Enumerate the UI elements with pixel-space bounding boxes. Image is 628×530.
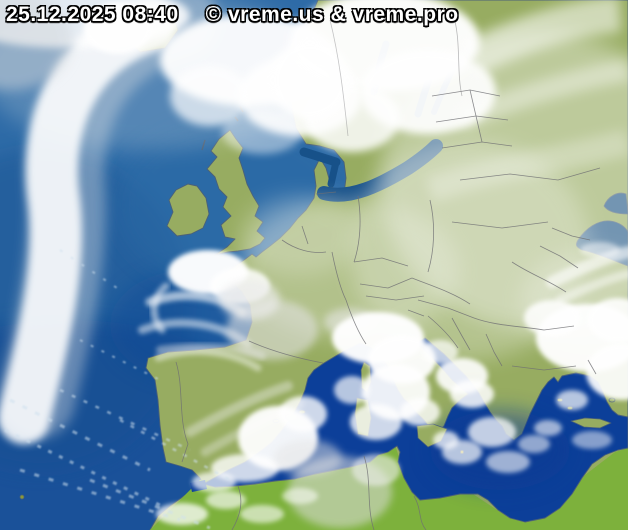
timestamp-label: 25.12.2025 08:40	[6, 3, 179, 26]
cloud-africa	[156, 440, 400, 528]
header-overlay: 25.12.2025 08:40 © vreme.us & vreme.pro	[6, 3, 459, 27]
cloud-front-west	[0, 0, 219, 444]
cloud-black-sea	[546, 242, 628, 305]
ireland	[166, 183, 210, 237]
cloud-speckles	[4, 249, 231, 530]
cloud-italy	[324, 308, 488, 440]
cloud-biscay-low	[138, 250, 318, 372]
madeira	[19, 494, 25, 500]
cloud-scandinavia	[270, 0, 628, 203]
crete	[570, 417, 612, 429]
borders-layer	[175, 9, 601, 530]
cloud-iberia	[185, 381, 327, 492]
copyright-label: © vreme.us & vreme.pro	[205, 3, 459, 26]
cloud-med-convection	[433, 380, 612, 473]
